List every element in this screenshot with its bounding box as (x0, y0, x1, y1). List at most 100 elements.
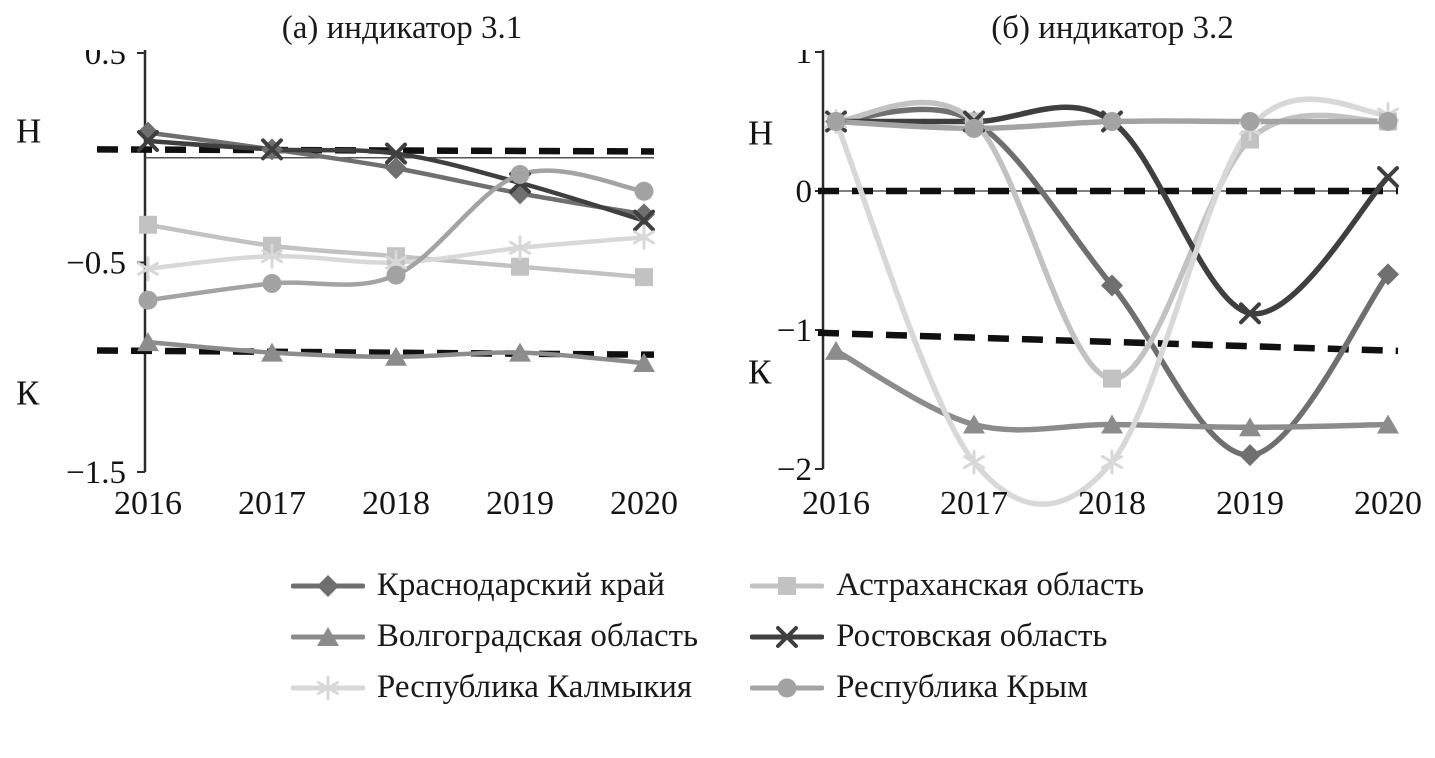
legend-label: Волгоградская область (376, 618, 699, 654)
y-tick-label: −2 (777, 452, 812, 488)
asterisk-marker-icon (137, 256, 159, 282)
chart-a: (а) индикатор 3.1 0.5 −0.5 −1.5 Н К 2016 2017 2… (0, 6, 712, 533)
threshold-label: Н (16, 112, 41, 151)
legend-label: Республика Калмыкия (376, 669, 693, 705)
x-tick-label: 2020 (1354, 485, 1422, 522)
series-line-4 (833, 104, 1391, 317)
x-tick-label: 2019 (486, 485, 554, 522)
x-tick-label: 2019 (1216, 485, 1284, 522)
x-tick-label: 2017 (940, 485, 1008, 522)
legend-item: Астраханская область (750, 567, 1144, 604)
triangle-marker-icon (316, 626, 339, 646)
legend-item: Ростовская область (750, 618, 1144, 655)
triangle-marker-icon (1239, 417, 1261, 437)
triangle-marker-icon (261, 342, 283, 362)
triangle-marker-icon (1377, 414, 1399, 434)
diamond-marker-icon (1377, 263, 1399, 286)
square-marker-icon (139, 215, 157, 234)
chart-a-title: (а) индикатор 3.1 (281, 10, 523, 46)
asterisk-marker-icon (290, 675, 365, 700)
triangle-marker-icon (633, 353, 655, 373)
circle-marker-icon (1378, 112, 1398, 131)
diamond-marker-icon (633, 203, 655, 226)
x-tick-label: 2018 (1078, 485, 1146, 522)
legend-label: Ростовская область (836, 618, 1108, 654)
square-marker-icon (635, 268, 653, 287)
diamond-marker-icon (290, 574, 365, 597)
circle-marker-icon (262, 273, 282, 293)
circle-marker-icon (386, 265, 406, 285)
series-line-5 (833, 96, 1391, 507)
circle-marker-icon (1240, 112, 1260, 131)
legend-item: Республика Калмыкия (290, 669, 698, 706)
x-tick-label: 2016 (114, 485, 182, 522)
triangle-marker-icon (290, 626, 365, 646)
triangle-marker-icon (509, 342, 531, 362)
square-marker-icon (750, 576, 825, 595)
triangle-marker-icon (963, 414, 985, 434)
x-tick-label: 2017 (238, 485, 306, 522)
square-marker-icon (511, 257, 529, 276)
x-tick-label: 2016 (802, 485, 870, 522)
x-marker-icon (633, 209, 655, 232)
chart-b-canvas: 1 0 −1 −2 Н К 2016 2017 2018 2019 2020 (748, 35, 1422, 522)
threshold-label: Н (748, 114, 773, 153)
circle-marker-icon (777, 678, 797, 697)
circle-marker-icon (964, 118, 984, 138)
x-marker-icon (1377, 166, 1399, 189)
chart-a-canvas: 0.5 −0.5 −1.5 Н К 2016 2017 2018 2019 2020 (16, 36, 678, 522)
diamond-marker-icon (385, 157, 407, 180)
chart-b: (б) индикатор 3.2 1 0 −1 −2 Н К 2016 2017 2018 20… (728, 6, 1433, 533)
triangle-marker-icon (1101, 414, 1123, 434)
asterisk-marker-icon (633, 224, 655, 250)
x-tick-label: 2020 (610, 485, 678, 522)
series-line-2 (833, 99, 1391, 382)
x-marker-icon (385, 142, 407, 165)
circle-marker-icon (1102, 112, 1122, 131)
asterisk-marker-icon (509, 235, 531, 261)
y-tick-label: −0.5 (66, 246, 126, 282)
diamond-marker-icon (1239, 444, 1261, 467)
diamond-marker-icon (316, 574, 339, 597)
y-tick-label: 0.5 (85, 50, 126, 72)
asterisk-marker-icon (261, 243, 283, 269)
legend-item: Волгоградская область (290, 618, 699, 655)
y-tick-label: −1 (777, 313, 812, 349)
x-marker-icon (1239, 302, 1261, 325)
x-marker-icon (776, 625, 799, 648)
legend-label: Астраханская область (836, 567, 1145, 603)
x-tick-label: 2018 (362, 485, 430, 522)
threshold-label: К (748, 353, 772, 392)
y-tick-label: 1 (796, 50, 813, 71)
dual-line-chart-figure: (а) индикатор 3.1 0.5 −0.5 −1.5 Н К 2016 2017 2… (0, 6, 1435, 706)
x-marker-icon (750, 625, 825, 648)
circle-marker-icon (138, 290, 158, 310)
lower-threshold-line (817, 329, 1399, 355)
circle-marker-icon (510, 165, 530, 185)
charts-row: (а) индикатор 3.1 0.5 −0.5 −1.5 Н К 2016 2017 2… (0, 6, 1435, 533)
x-marker-icon (261, 138, 283, 161)
triangle-marker-icon (137, 332, 159, 352)
square-marker-icon (1103, 369, 1121, 388)
chart-legend: Краснодарский край Астраханская область Во… (290, 567, 1144, 706)
series-line-1 (833, 106, 1391, 458)
circle-marker-icon (826, 112, 846, 131)
chart-b-title: (б) индикатор 3.2 (991, 10, 1234, 46)
y-tick-label: −1.5 (66, 455, 126, 491)
legend-label: Республика Крым (836, 669, 1088, 705)
legend-label: Краснодарский край (376, 567, 665, 603)
triangle-marker-icon (825, 340, 847, 360)
asterisk-marker-icon (1101, 449, 1123, 475)
circle-marker-icon (634, 181, 654, 201)
circle-marker-icon (750, 678, 825, 697)
asterisk-marker-icon (316, 675, 339, 700)
triangle-marker-icon (385, 346, 407, 366)
y-tick-label: 0 (796, 174, 813, 210)
diamond-marker-icon (1101, 274, 1123, 297)
lower-threshold-line (96, 347, 655, 358)
threshold-label: К (16, 373, 40, 412)
legend-item: Краснодарский край (290, 567, 698, 604)
asterisk-marker-icon (963, 449, 985, 475)
legend-item: Республика Крым (750, 669, 1144, 706)
square-marker-icon (778, 576, 797, 595)
